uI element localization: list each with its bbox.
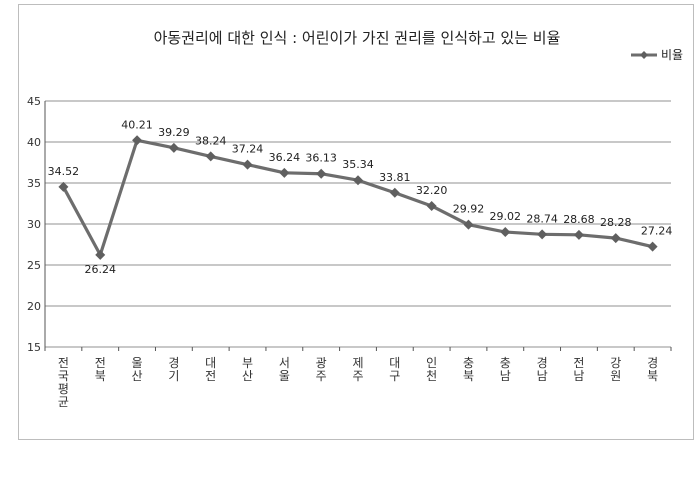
- data-label: 29.92: [453, 203, 485, 216]
- line-chart: 15 20 25 30 35 40 45 전 국 평 균 전 북 울 산 경 기 대 전 부 산 서 울 광 주 제 주 대 구 인 천 충 북…: [27, 48, 683, 409]
- y-tick-label: 20: [27, 300, 41, 313]
- data-point: [168, 142, 179, 153]
- data-label: 29.02: [490, 210, 522, 223]
- data-point: [647, 241, 658, 252]
- data-label: 37.24: [232, 143, 264, 156]
- data-label: 28.28: [600, 216, 632, 229]
- data-point: [242, 159, 253, 170]
- data-label: 36.24: [269, 151, 301, 164]
- series-line-layer: [58, 135, 658, 260]
- legend: 비율: [631, 48, 683, 62]
- data-point: [353, 175, 363, 186]
- data-label: 27.24: [641, 225, 673, 238]
- data-point: [537, 229, 548, 240]
- y-tick-label: 30: [27, 218, 41, 231]
- data-point: [205, 151, 216, 162]
- data-point: [426, 200, 437, 211]
- data-labels: 34.52 26.24 40.21 39.29 38.24 37.24 36.24 36.13…: [48, 118, 673, 276]
- data-point: [316, 168, 327, 179]
- y-tick-label: 45: [27, 95, 41, 108]
- data-point: [279, 167, 290, 178]
- data-label: 28.74: [526, 212, 558, 225]
- y-tick-label: 25: [27, 259, 41, 272]
- chart-title: 아동권리에 대한 인식 : 어린이가 가진 권리를 인식하고 있는 비율: [153, 29, 561, 47]
- legend-marker: [640, 51, 648, 59]
- data-label: 28.68: [563, 213, 595, 226]
- data-label: 40.21: [121, 118, 153, 131]
- data-label: 34.52: [48, 165, 80, 178]
- data-label: 36.13: [305, 152, 337, 165]
- legend-label: 비율: [661, 48, 683, 62]
- data-point: [58, 181, 69, 192]
- data-point: [132, 135, 143, 146]
- axes: 15 20 25 30 35 40 45 전 국 평 균 전 북 울 산 경 기 대 전 부 산 서 울 광 주 제 주 대 구 인 천 충 북…: [27, 95, 672, 409]
- chart-frame: 아동권리에 대한 인식 : 어린이가 가진 권리를 인식하고 있는 비율 15 2…: [18, 4, 694, 440]
- data-label: 32.20: [416, 184, 448, 197]
- data-point: [500, 227, 511, 238]
- data-label: 38.24: [195, 134, 227, 147]
- y-tick-label: 40: [27, 136, 41, 149]
- y-tick-label: 35: [27, 177, 41, 190]
- y-tick-label: 15: [27, 341, 41, 354]
- data-label: 33.81: [379, 171, 411, 184]
- data-point: [389, 187, 400, 198]
- data-point: [573, 229, 584, 240]
- data-point: [610, 233, 621, 244]
- data-point: [95, 249, 106, 260]
- data-point: [463, 219, 474, 230]
- data-label: 39.29: [158, 126, 190, 139]
- data-label: 35.34: [342, 158, 374, 171]
- data-label: 26.24: [84, 263, 116, 276]
